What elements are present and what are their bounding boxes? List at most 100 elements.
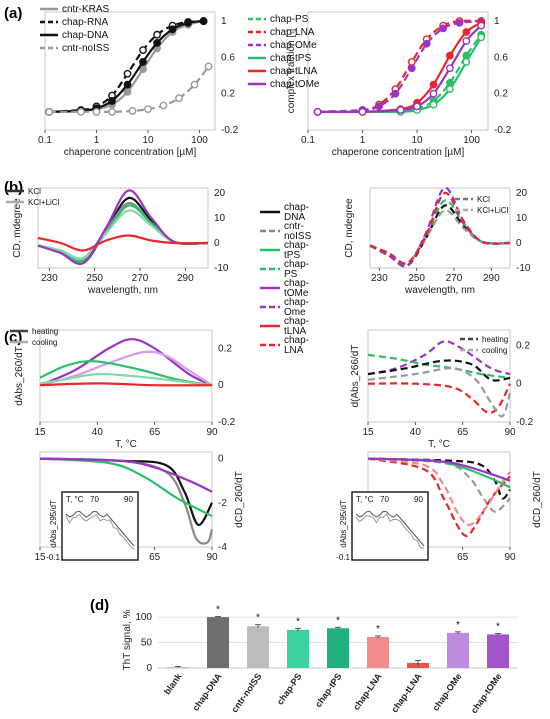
c-right-top-y-tick-label: -0.2	[516, 417, 534, 428]
panel-label-b: (b)	[4, 179, 23, 196]
d-y-tick-label: 50	[141, 638, 153, 649]
a-right-x-tick-label: 10	[411, 135, 423, 146]
center-legend-label: chap-tLNA	[284, 316, 309, 337]
a-left-data-point	[139, 46, 147, 55]
b-left-series-line-1	[37, 201, 209, 260]
inset-trace-cooling	[65, 513, 135, 550]
b-left-series-line-3	[37, 209, 209, 260]
b-right-legend-label: KCl+LiCl	[477, 206, 509, 215]
a-left-x-tick-label: 10	[142, 135, 154, 146]
c-left-top-series-line-0	[39, 338, 213, 387]
d-significance-marker: *	[456, 620, 460, 631]
d-bar-chap-tOMe	[487, 634, 509, 668]
a-left-data-point	[184, 18, 192, 27]
inset-y-tick: -0.1	[336, 553, 350, 562]
a-left-data-point	[139, 65, 147, 74]
a-right-data-point	[429, 100, 438, 109]
b-right-y-axis-title: CD, mdegree	[344, 198, 355, 258]
a-right-y-tick-label: -0.2	[494, 125, 512, 136]
c-left-top-x-tick-label: 65	[149, 427, 161, 438]
c-right-top-x-axis-title: T, °C	[428, 439, 450, 450]
c-left-top-series-line-2	[39, 360, 213, 387]
c-left-bottom-x-tick-label: 65	[149, 552, 161, 563]
a-right-data-point	[407, 58, 416, 66]
a-right-data-point	[429, 89, 438, 98]
d-y-tick-label: 100	[135, 612, 152, 623]
a-left-data-point	[123, 80, 132, 89]
a-right-data-point	[445, 51, 454, 60]
panel-label-a: (a)	[4, 5, 22, 22]
c-left-top-x-tick-label: 90	[206, 427, 218, 438]
b-left-series-line-4	[37, 189, 209, 265]
a-right-legend-label: chap-tLNA	[270, 66, 318, 77]
panel-label-d: (d)	[90, 597, 109, 614]
d-y-tick-label: 0	[146, 663, 152, 674]
a-left-data-point	[153, 30, 161, 39]
d-significance-marker: *	[216, 605, 220, 616]
c-right-top-series-line-4	[367, 367, 512, 418]
c-right-top-y-axis-title: d(Abs_266/dT	[350, 345, 361, 408]
a-left-series-line-cntr-noISS	[49, 65, 210, 113]
b-right-x-tick-label: 250	[408, 273, 425, 284]
c-right-top-legend-label: cooling	[482, 346, 507, 355]
a-left-series-line-chap-DNA	[49, 20, 204, 113]
b-left-series-line-5	[37, 234, 209, 252]
d-bar-chap-PS	[287, 629, 309, 668]
inset-x-tick: 90	[124, 495, 133, 504]
d-significance-marker: *	[336, 615, 340, 626]
c-left-bottom-y-tick-label: 0	[218, 454, 224, 465]
a-right-x-tick-label: 0.1	[301, 135, 315, 146]
a-right-legend-label: chap-OMe	[270, 40, 317, 51]
b-right-series-line-3	[369, 186, 511, 268]
c-left-bottom-series-line-3	[39, 457, 213, 493]
center-legend-label: chap-Ome	[284, 297, 309, 318]
inset-x-tick: 70	[380, 495, 389, 504]
a-right-x-axis-title: chaperone concentration [µM]	[332, 147, 465, 158]
d-bar-cntr-noISS	[247, 626, 269, 668]
inset-x-label: T, °C	[356, 495, 374, 504]
b-right-x-axis-title: wavelength, nm	[404, 285, 475, 296]
a-right-data-point	[429, 80, 438, 89]
a-right-legend-label: chap-LNA	[270, 27, 315, 38]
a-right-data-point	[445, 85, 454, 94]
c-right-top-x-tick-label: 90	[504, 427, 516, 438]
a-right-data-point	[462, 58, 471, 66]
a-right-data-point	[477, 21, 486, 30]
a-right-data-point	[407, 64, 416, 73]
a-left-legend-label: chap-DNA	[62, 30, 108, 41]
c-left-top-y-tick-label: -0.2	[218, 417, 236, 428]
a-right-series-line-chap-LNA	[317, 19, 482, 113]
c-left-top-series-line-3	[39, 372, 213, 387]
a-left-legend-label: chap-RNA	[62, 17, 108, 28]
c-right-bottom-y-axis-title: dCD_260/dT	[532, 471, 543, 528]
b-right-x-tick-label: 270	[446, 273, 463, 284]
c-left-bottom-y-tick-label: -2	[218, 498, 227, 509]
c-right-top-x-tick-label: 15	[362, 427, 374, 438]
a-right-legend-label: chap-PS	[270, 14, 309, 25]
center-legend-label: cntr-noISS	[284, 221, 312, 242]
a-right-plot-frame	[307, 11, 489, 131]
a-left-series-line-chap-RNA	[49, 20, 204, 113]
a-right-data-point	[375, 102, 383, 111]
b-left-y-axis-title: CD, mdegree	[12, 198, 23, 258]
c-left-bottom-x-tick-label: 15	[34, 552, 46, 563]
b-left-y-tick-label: 10	[214, 213, 226, 224]
b-right-y-tick-label: 10	[516, 213, 528, 224]
a-right-data-point	[358, 107, 367, 116]
c-left-top-series-line-4	[39, 382, 213, 387]
a-right-series-line-chap-tLNA	[317, 21, 482, 114]
a-left-data-point	[128, 107, 137, 115]
a-right-y-tick-label: 0.2	[494, 89, 508, 100]
d-category-label: chap-LNA	[351, 671, 384, 712]
c-left-bottom-y-axis-title: dCD_260/dT	[234, 471, 245, 528]
b-left-legend-label: KCl+LiCl	[28, 198, 60, 207]
a-right-x-tick-label: 100	[463, 135, 480, 146]
inset-x-tick: 90	[414, 495, 423, 504]
a-left-legend-label: cntr-KRAS	[62, 4, 110, 15]
c-right-bottom-series-line-3	[367, 457, 511, 526]
d-bar-chap-tPS	[327, 628, 349, 668]
b-left-x-tick-label: 290	[177, 273, 194, 284]
c-right-top-plot-frame	[367, 329, 511, 423]
a-left-data-point	[159, 101, 168, 110]
inset-x-label: T, °C	[66, 495, 84, 504]
